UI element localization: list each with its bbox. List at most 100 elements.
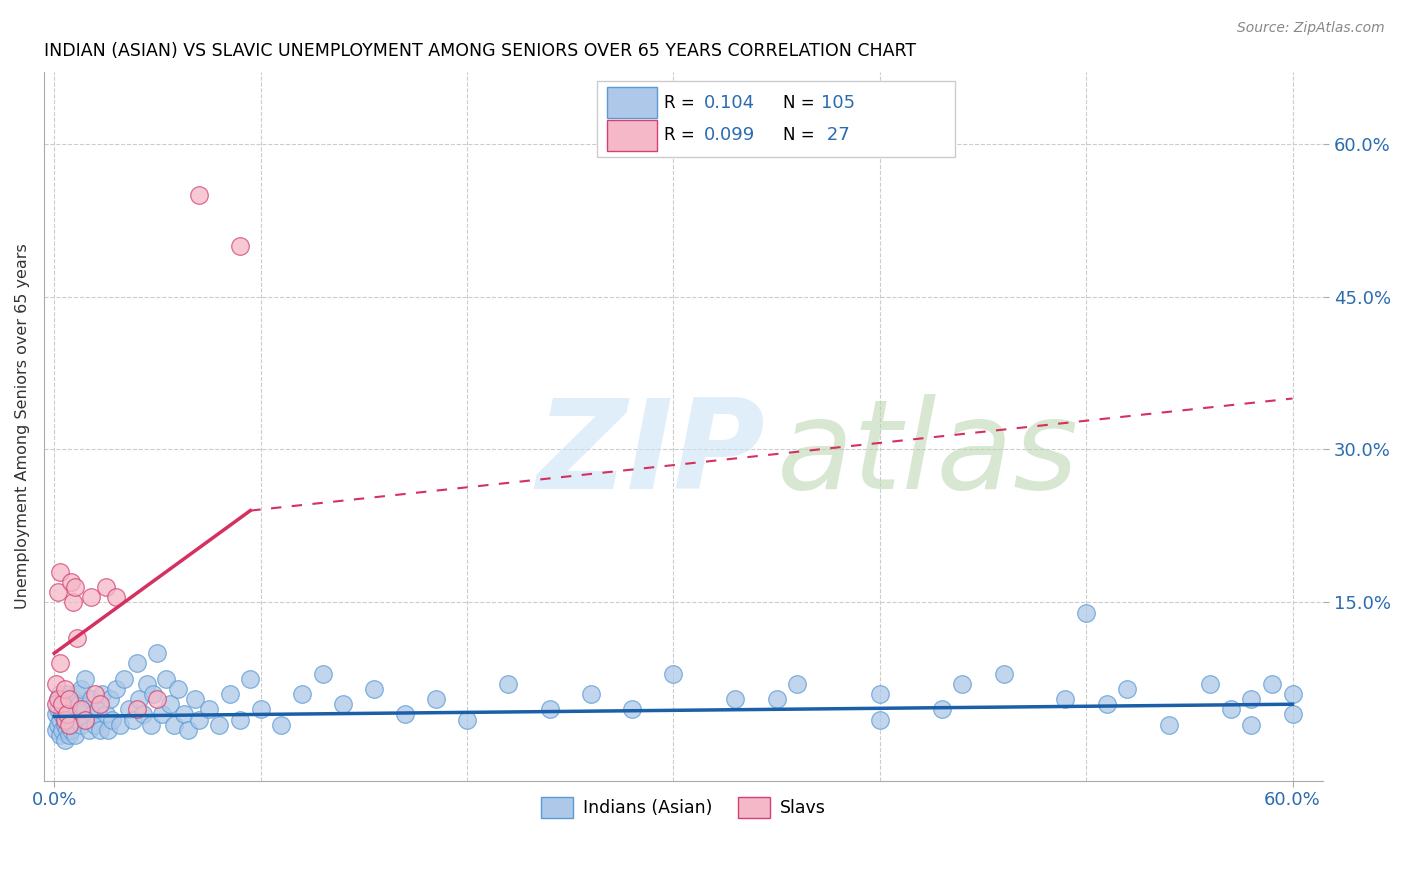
Point — [80, 591, 103, 605]
Point — [786, 677, 808, 691]
Point — [58, 717, 80, 731]
Point — [538, 702, 561, 716]
Point — [53, 681, 76, 696]
Point — [662, 666, 685, 681]
Point — [187, 713, 209, 727]
Point — [63, 580, 86, 594]
Point — [198, 702, 221, 716]
Point — [46, 692, 69, 706]
Point — [58, 713, 80, 727]
Point — [132, 707, 155, 722]
Point — [125, 702, 148, 716]
Point — [146, 692, 169, 706]
Point — [46, 692, 69, 706]
Point — [229, 713, 252, 727]
Point — [1116, 681, 1139, 696]
Point — [125, 657, 148, 671]
Point — [67, 697, 90, 711]
Point — [869, 713, 891, 727]
Point — [82, 707, 104, 722]
Point — [58, 728, 80, 742]
Point — [59, 574, 82, 589]
Point — [84, 687, 107, 701]
Point — [45, 707, 67, 722]
Point — [163, 717, 186, 731]
Point — [62, 717, 84, 731]
FancyBboxPatch shape — [596, 81, 955, 157]
Point — [425, 692, 447, 706]
Point — [101, 713, 124, 727]
Point — [150, 707, 173, 722]
Point — [51, 723, 73, 737]
Point — [1281, 687, 1303, 701]
Text: 0.099: 0.099 — [704, 127, 755, 145]
Point — [270, 717, 292, 731]
Point — [51, 697, 73, 711]
Point — [394, 707, 416, 722]
Point — [121, 713, 143, 727]
Point — [86, 702, 108, 716]
Point — [53, 732, 76, 747]
Point — [49, 565, 72, 579]
Point — [75, 702, 97, 716]
Point — [1219, 702, 1241, 716]
Point — [70, 717, 93, 731]
Point — [105, 591, 128, 605]
Point — [49, 657, 72, 671]
Point — [75, 713, 97, 727]
Point — [146, 646, 169, 660]
Point — [53, 697, 76, 711]
FancyBboxPatch shape — [607, 120, 657, 151]
Text: 0.104: 0.104 — [704, 94, 755, 112]
Point — [136, 677, 159, 691]
Point — [90, 687, 112, 701]
Text: INDIAN (ASIAN) VS SLAVIC UNEMPLOYMENT AMONG SENIORS OVER 65 YEARS CORRELATION CH: INDIAN (ASIAN) VS SLAVIC UNEMPLOYMENT AM… — [44, 42, 917, 60]
Point — [46, 717, 69, 731]
Point — [89, 697, 111, 711]
Point — [63, 702, 86, 716]
FancyBboxPatch shape — [607, 87, 657, 119]
Point — [311, 666, 333, 681]
Text: R =: R = — [665, 94, 700, 112]
Point — [332, 697, 354, 711]
Point — [496, 677, 519, 691]
Point — [70, 702, 93, 716]
Point — [110, 717, 132, 731]
Point — [141, 717, 163, 731]
Point — [1281, 707, 1303, 722]
Point — [765, 692, 787, 706]
Point — [229, 238, 252, 252]
Point — [249, 702, 271, 716]
Point — [1095, 697, 1118, 711]
Point — [66, 687, 89, 701]
Point — [183, 692, 205, 706]
Point — [159, 697, 181, 711]
Point — [49, 687, 72, 701]
Point — [931, 702, 953, 716]
Point — [173, 707, 195, 722]
Point — [724, 692, 747, 706]
Text: ZIP: ZIP — [537, 394, 765, 516]
Point — [187, 187, 209, 202]
Point — [58, 692, 80, 706]
Point — [49, 713, 72, 727]
Point — [55, 687, 77, 701]
Point — [456, 713, 478, 727]
Point — [94, 580, 117, 594]
Y-axis label: Unemployment Among Seniors over 65 years: Unemployment Among Seniors over 65 years — [15, 244, 30, 609]
Point — [950, 677, 973, 691]
Point — [105, 681, 128, 696]
Point — [993, 666, 1015, 681]
Point — [97, 723, 120, 737]
Point — [62, 595, 84, 609]
Text: N =: N = — [783, 94, 820, 112]
Point — [89, 723, 111, 737]
Point — [98, 692, 121, 706]
Legend: Indians (Asian), Slavs: Indians (Asian), Slavs — [534, 790, 832, 825]
Point — [75, 672, 97, 686]
Text: atlas: atlas — [778, 394, 1080, 516]
Point — [167, 681, 190, 696]
Point — [58, 697, 80, 711]
Point — [177, 723, 200, 737]
Point — [84, 717, 107, 731]
